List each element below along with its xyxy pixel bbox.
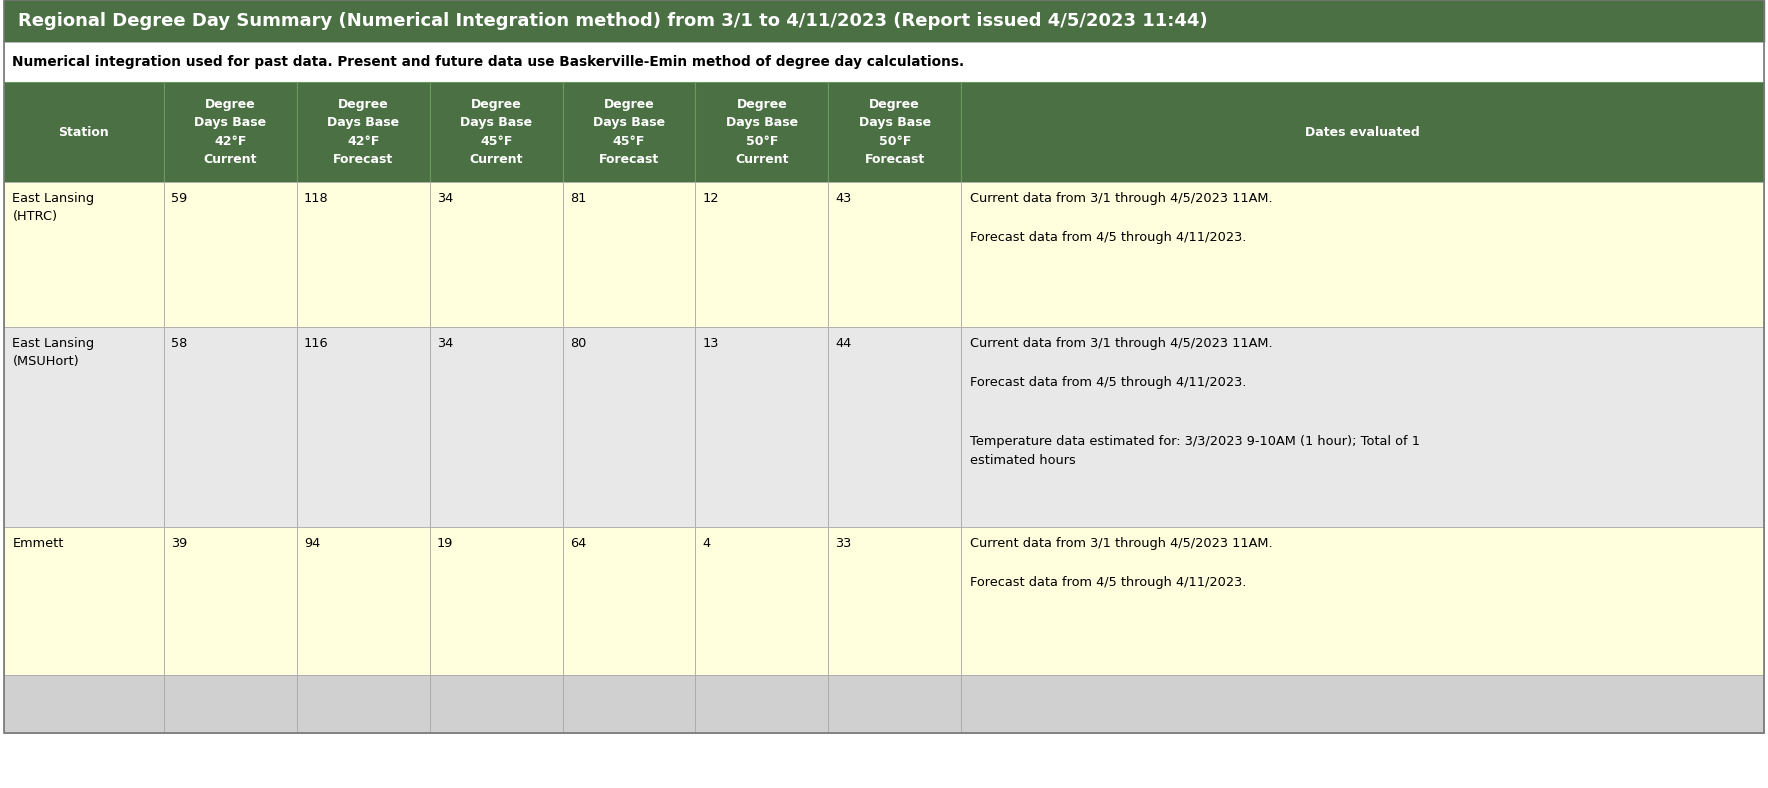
Bar (4, 675, 164, 733)
Bar (164, 82, 297, 182)
Bar (4, 0, 1764, 42)
Bar (827, 327, 962, 527)
Text: 19: 19 (437, 537, 453, 550)
Text: 58: 58 (171, 337, 187, 350)
Text: 80: 80 (569, 337, 585, 350)
Bar (430, 327, 562, 527)
Bar (4, 327, 164, 527)
Bar (827, 527, 962, 675)
Bar (430, 82, 562, 182)
Text: 33: 33 (834, 537, 852, 550)
Text: Regional Degree Day Summary (Numerical Integration method) from 3/1 to 4/11/2023: Regional Degree Day Summary (Numerical I… (18, 12, 1208, 30)
Text: Degree
Days Base
50°F
Current: Degree Days Base 50°F Current (727, 98, 797, 166)
Text: Current data from 3/1 through 4/5/2023 11AM.

Forecast data from 4/5 through 4/1: Current data from 3/1 through 4/5/2023 1… (971, 337, 1420, 467)
Text: Dates evaluated: Dates evaluated (1305, 125, 1420, 139)
Text: Numerical integration used for past data. Present and future data use Baskervill: Numerical integration used for past data… (12, 55, 965, 69)
Bar (562, 82, 695, 182)
Bar (164, 327, 297, 527)
Bar (962, 327, 1764, 527)
Bar (164, 675, 297, 733)
Bar (562, 327, 695, 527)
Bar (827, 82, 962, 182)
Bar (962, 527, 1764, 675)
Bar (562, 675, 695, 733)
Text: 59: 59 (171, 192, 187, 205)
Bar (4, 42, 1764, 82)
Bar (695, 675, 827, 733)
Bar (430, 182, 562, 327)
Bar (827, 675, 962, 733)
Bar (297, 182, 430, 327)
Bar (562, 182, 695, 327)
Bar (4, 182, 164, 327)
Text: 44: 44 (834, 337, 852, 350)
Text: East Lansing
(MSUHort): East Lansing (MSUHort) (12, 337, 94, 368)
Text: 116: 116 (304, 337, 329, 350)
Bar (695, 82, 827, 182)
Bar (430, 527, 562, 675)
Text: 4: 4 (702, 537, 711, 550)
Bar (430, 675, 562, 733)
Text: East Lansing
(HTRC): East Lansing (HTRC) (12, 192, 94, 223)
Bar (297, 527, 430, 675)
Text: 64: 64 (569, 537, 585, 550)
Bar (695, 527, 827, 675)
Text: Degree
Days Base
42°F
Forecast: Degree Days Base 42°F Forecast (327, 98, 400, 166)
Text: Degree
Days Base
45°F
Current: Degree Days Base 45°F Current (460, 98, 532, 166)
Bar (4, 82, 164, 182)
Bar (4, 527, 164, 675)
Text: Current data from 3/1 through 4/5/2023 11AM.

Forecast data from 4/5 through 4/1: Current data from 3/1 through 4/5/2023 1… (971, 192, 1273, 244)
Text: 118: 118 (304, 192, 329, 205)
Bar (297, 327, 430, 527)
Text: Station: Station (58, 125, 110, 139)
Text: Emmett: Emmett (12, 537, 64, 550)
Bar (962, 182, 1764, 327)
Text: Degree
Days Base
45°F
Forecast: Degree Days Base 45°F Forecast (592, 98, 665, 166)
Bar (962, 82, 1764, 182)
Bar (695, 327, 827, 527)
Text: Current data from 3/1 through 4/5/2023 11AM.

Forecast data from 4/5 through 4/1: Current data from 3/1 through 4/5/2023 1… (971, 537, 1273, 589)
Text: 94: 94 (304, 537, 320, 550)
Text: 13: 13 (702, 337, 720, 350)
Bar (297, 82, 430, 182)
Bar (695, 182, 827, 327)
Text: 12: 12 (702, 192, 720, 205)
Bar (562, 527, 695, 675)
Text: 34: 34 (437, 192, 453, 205)
Text: 39: 39 (171, 537, 187, 550)
Bar (962, 675, 1764, 733)
Bar (164, 527, 297, 675)
Text: 43: 43 (834, 192, 852, 205)
Text: 34: 34 (437, 337, 453, 350)
Bar (164, 182, 297, 327)
Text: Degree
Days Base
50°F
Forecast: Degree Days Base 50°F Forecast (859, 98, 930, 166)
Text: 81: 81 (569, 192, 585, 205)
Bar (297, 675, 430, 733)
Text: Degree
Days Base
42°F
Current: Degree Days Base 42°F Current (194, 98, 267, 166)
Bar (827, 182, 962, 327)
